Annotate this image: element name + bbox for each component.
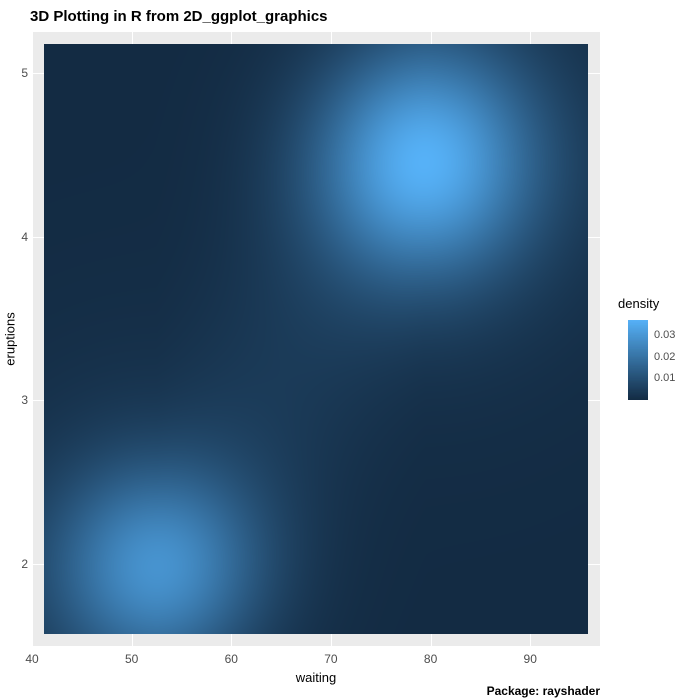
x-tick: 90 (524, 652, 537, 666)
chart-title: 3D Plotting in R from 2D_ggplot_graphics (30, 8, 328, 25)
legend-title: density (618, 296, 659, 311)
x-tick: 70 (324, 652, 337, 666)
density-heatmap (44, 44, 588, 634)
chart-caption: Package: rayshader (487, 684, 600, 698)
y-axis-label: eruptions (3, 312, 18, 365)
y-tick: 2 (14, 557, 28, 571)
x-tick: 40 (25, 652, 38, 666)
y-tick: 3 (14, 393, 28, 407)
x-tick: 50 (125, 652, 138, 666)
legend-tick: 0.01 (654, 372, 675, 384)
x-tick: 60 (225, 652, 238, 666)
gridline-v (32, 32, 33, 646)
x-axis-label: waiting (296, 670, 336, 685)
x-tick: 80 (424, 652, 437, 666)
legend-tick: 0.03 (654, 329, 675, 341)
legend-colorbar (628, 320, 648, 400)
y-tick: 4 (14, 230, 28, 244)
y-tick: 5 (14, 66, 28, 80)
legend-tick: 0.02 (654, 351, 675, 363)
